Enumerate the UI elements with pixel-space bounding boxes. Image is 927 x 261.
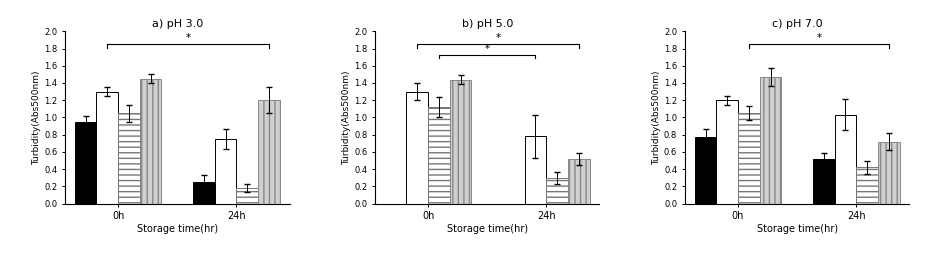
Bar (450, 80, 471, 204)
Text: *: * (816, 33, 820, 43)
Bar (524, 137, 546, 204)
Bar (737, 113, 759, 204)
Bar (856, 167, 877, 204)
Bar (406, 92, 427, 204)
Bar (236, 188, 258, 204)
Bar (759, 77, 781, 204)
X-axis label: Storage time(hr): Storage time(hr) (136, 224, 218, 234)
Bar (877, 141, 898, 204)
Y-axis label: Turbidity(Abs500nm): Turbidity(Abs500nm) (32, 70, 41, 165)
Bar (193, 182, 214, 204)
Bar (140, 79, 161, 204)
Bar (567, 159, 589, 204)
Text: *: * (495, 33, 500, 43)
Title: c) pH 7.0: c) pH 7.0 (771, 19, 821, 29)
Text: *: * (484, 44, 489, 54)
Bar (694, 137, 716, 204)
Y-axis label: Turbidity(Abs500nm): Turbidity(Abs500nm) (652, 70, 660, 165)
Bar (214, 139, 236, 204)
Bar (812, 159, 833, 204)
X-axis label: Storage time(hr): Storage time(hr) (756, 224, 837, 234)
Bar (427, 107, 450, 204)
Bar (118, 113, 140, 204)
Bar (833, 115, 856, 204)
Bar (546, 178, 567, 204)
Title: a) pH 3.0: a) pH 3.0 (151, 19, 203, 29)
Bar (258, 100, 279, 204)
Bar (716, 100, 737, 204)
Bar (75, 122, 96, 204)
Title: b) pH 5.0: b) pH 5.0 (461, 19, 513, 29)
X-axis label: Storage time(hr): Storage time(hr) (446, 224, 527, 234)
Text: *: * (185, 33, 190, 43)
Y-axis label: Turbidity(Abs500nm): Turbidity(Abs500nm) (342, 70, 350, 165)
Bar (96, 92, 118, 204)
